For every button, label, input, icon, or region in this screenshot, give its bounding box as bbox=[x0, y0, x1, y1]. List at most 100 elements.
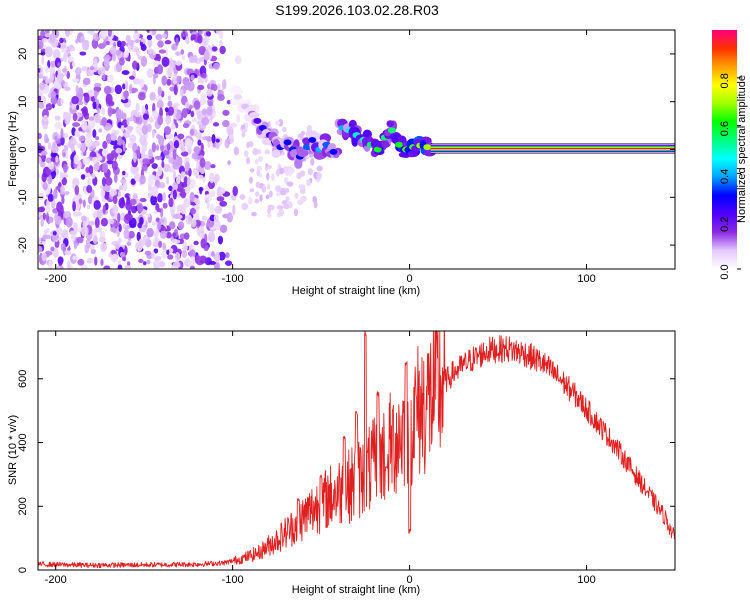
spectrogram-noise-cell bbox=[151, 251, 156, 259]
spectrogram-noise-cell bbox=[189, 179, 196, 189]
spectrogram-noise-cell bbox=[275, 120, 281, 126]
spectrogram-noise-cell bbox=[106, 159, 114, 165]
spectrogram-noise-cell bbox=[63, 163, 68, 174]
colorbar-tick-label: 0.8 bbox=[719, 73, 731, 88]
spectrogram-noise-cell bbox=[77, 143, 82, 149]
spectrogram-noise-cell bbox=[43, 115, 48, 121]
spectrogram-noise-cell bbox=[60, 128, 64, 139]
spectrogram-noise-cell bbox=[188, 259, 196, 266]
colorbar-tick-label: 0.6 bbox=[719, 121, 731, 136]
x-tick-label: -100 bbox=[222, 273, 244, 285]
spectrogram-noise-cell bbox=[127, 125, 134, 131]
spectrogram-noise-cell bbox=[98, 128, 103, 133]
spectrogram-noise-cell bbox=[38, 206, 46, 213]
spectrogram-noise-cell bbox=[198, 45, 206, 56]
spectrogram-noise-cell bbox=[204, 160, 212, 171]
spectrogram-noise-cell bbox=[45, 204, 51, 214]
spectrogram-noise-cell bbox=[189, 265, 195, 269]
spectrogram-noise-cell bbox=[151, 110, 158, 118]
spectrogram-noise-cell bbox=[181, 55, 186, 60]
spectrogram-noise-cell bbox=[106, 40, 110, 46]
spectrogram-noise-cell bbox=[241, 202, 249, 211]
spectrogram-noise-cell bbox=[214, 251, 221, 263]
spectrogram-noise-cell bbox=[42, 234, 48, 241]
spectrogram-noise-cell bbox=[38, 40, 44, 50]
spectrogram-noise-cell bbox=[88, 165, 94, 174]
spectrogram-noise-cell bbox=[138, 258, 144, 264]
snr-panel: -200 -100 0 100 0 200 400 600 Height of straig… bbox=[7, 330, 676, 596]
spectrogram-noise-cell bbox=[173, 102, 181, 107]
spectrogram-noise-cell bbox=[161, 249, 167, 260]
spectrogram-noise-cell bbox=[265, 163, 269, 168]
spectrogram-noise-cell bbox=[185, 36, 190, 45]
spectrogram-noise-cell bbox=[236, 113, 240, 124]
spectrogram-noise-cell bbox=[167, 254, 174, 260]
spectrogram-noise-cell bbox=[161, 33, 168, 39]
spectrogram-noise-cell bbox=[215, 138, 220, 143]
spectrogram-noise-cell bbox=[200, 142, 204, 153]
spectrogram-noise-cell bbox=[59, 171, 64, 180]
spectrogram-noise-cell bbox=[108, 253, 113, 258]
spectrogram-noise-cell bbox=[155, 33, 163, 41]
spectrogram-noise-cell bbox=[259, 194, 263, 202]
spectrogram-noise-cell bbox=[38, 102, 45, 109]
spectrogram-noise-cell bbox=[135, 124, 143, 134]
spectrogram-noise-cell bbox=[258, 156, 263, 162]
y-tick-label: 0 bbox=[17, 567, 29, 573]
spectrogram-noise-cell bbox=[187, 176, 191, 186]
spectrogram-ridge-cell bbox=[294, 158, 303, 169]
spectrogram-noise-cell bbox=[65, 112, 72, 121]
spectrogram-noise-cell bbox=[107, 30, 112, 37]
spectrogram-noise-cell bbox=[62, 133, 69, 139]
spectrogram-noise-cell bbox=[219, 39, 223, 48]
spectrogram-noise-cell bbox=[129, 198, 137, 206]
spectrogram-noise-cell bbox=[81, 120, 88, 131]
spectrogram-noise-cell bbox=[102, 73, 106, 81]
spectrogram-noise-cell bbox=[73, 242, 78, 250]
spectrogram-noise-cell bbox=[181, 151, 189, 157]
spectrogram-noise-cell bbox=[72, 112, 78, 122]
spectrogram-noise-cell bbox=[267, 213, 272, 219]
spectrogram-noise-cell bbox=[190, 34, 197, 41]
spectrogram-noise-cell bbox=[206, 201, 210, 210]
spectrogram-noise-cell bbox=[68, 45, 76, 52]
spectrogram-noise-cell bbox=[64, 190, 70, 196]
spectrogram-noise-cell bbox=[227, 160, 231, 165]
spectrogram-noise-cell bbox=[179, 212, 186, 221]
spectrogram-noise-cell bbox=[183, 81, 191, 91]
spectrogram-noise-cell bbox=[228, 134, 234, 140]
spectrogram-noise-cell bbox=[93, 200, 101, 210]
spectrogram-noise-cell bbox=[73, 154, 80, 165]
spectrogram-noise-cell bbox=[172, 160, 181, 170]
spectrogram-noise-cell bbox=[123, 228, 130, 240]
spectrogram-noise-cell bbox=[222, 119, 230, 128]
spectrogram-noise-cell bbox=[122, 223, 128, 228]
spectrogram-xlabel: Height of straight line (km) bbox=[292, 285, 420, 297]
spectrogram-noise-cell bbox=[76, 104, 80, 111]
spectrogram-noise-cell bbox=[102, 162, 109, 174]
spectrogram-noise-cell bbox=[154, 155, 163, 160]
spectrogram-ridge-cell bbox=[233, 93, 242, 100]
spectrogram-noise-cell bbox=[172, 73, 178, 85]
spectrogram-noise-cell bbox=[55, 155, 59, 163]
spectrogram-noise-cell bbox=[189, 191, 195, 203]
spectrogram-noise-cell bbox=[115, 49, 122, 56]
spectrogram-noise-cell bbox=[50, 96, 58, 105]
spectrogram-noise-cell bbox=[68, 55, 74, 62]
spectrogram-noise-cell bbox=[278, 167, 284, 175]
spectrogram-noise-cell bbox=[196, 227, 202, 234]
spectrogram-noise-cell bbox=[65, 216, 73, 228]
spectrogram-noise-cell bbox=[42, 212, 46, 220]
spectrogram-noise-cell bbox=[172, 261, 181, 269]
spectrogram-noise-cell bbox=[81, 66, 88, 72]
spectrogram-noise-cell bbox=[205, 31, 212, 37]
spectrogram-noise-cell bbox=[275, 168, 280, 177]
spectrogram-noise-cell bbox=[118, 223, 122, 233]
spectrogram-noise-cell bbox=[168, 248, 174, 254]
spectrogram-noise-cell bbox=[88, 119, 96, 129]
spectrogram-noise-cell bbox=[45, 212, 50, 223]
spectrogram-noise-cell bbox=[102, 184, 111, 192]
spectrogram-noise-cell bbox=[50, 246, 55, 252]
spectrogram-noise-cell bbox=[124, 213, 133, 221]
spectrogram-noise-cell bbox=[49, 67, 56, 74]
